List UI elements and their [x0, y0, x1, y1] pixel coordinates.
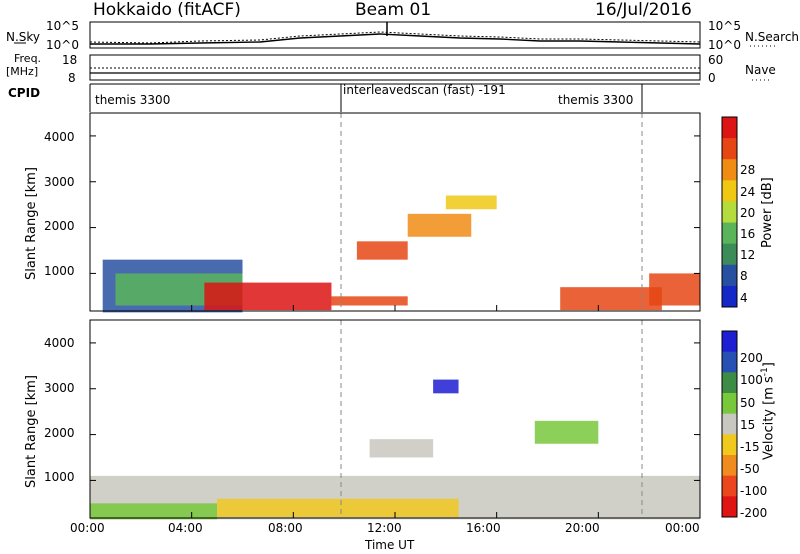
velocity-panel [89, 319, 701, 520]
data-region [534, 420, 599, 444]
freq-tick-top: 18 [62, 53, 78, 67]
noise-left-tick-top: 10^5 [46, 19, 79, 33]
colorbar-swatch [722, 351, 737, 373]
colorbar-swatch [722, 393, 737, 415]
nsearch-label: N.Search [745, 30, 800, 44]
cpid-bar [89, 83, 700, 112]
nsky-label: N.Sky [6, 30, 41, 44]
nave-tick-bottom: 0 [708, 71, 716, 85]
xtick: 00:00 [70, 521, 105, 535]
data-region [204, 282, 332, 311]
nave-tick-top: 60 [708, 53, 724, 67]
power-cbar-tick: 28 [740, 163, 756, 177]
power-colorbar [721, 116, 738, 308]
xtick: 20:00 [565, 521, 600, 535]
colorbar-swatch [722, 117, 737, 139]
cpid-label: CPID [8, 86, 41, 100]
velocity-ytick: 2000 [44, 426, 75, 440]
noise-search-trace [89, 31, 701, 44]
nave-label: Nave [745, 63, 776, 77]
velocity-ytick: 3000 [44, 381, 75, 395]
velocity-ytick: 1000 [44, 470, 75, 484]
velocity-colorbar [721, 330, 738, 518]
data-region [217, 498, 459, 518]
freq-panel [89, 54, 770, 81]
colorbar-swatch [722, 331, 737, 353]
noise-sky-trace [90, 33, 701, 45]
xtick: 00:00 [665, 521, 700, 535]
station-title: Hokkaido (fitACF) [93, 0, 241, 20]
data-region [90, 503, 218, 520]
velocity-cbar-tick: 50 [740, 396, 756, 410]
data-region [445, 195, 497, 210]
colorbar-swatch [722, 434, 737, 456]
colorbar-swatch [722, 455, 737, 477]
velocity-ytick: 4000 [44, 336, 75, 350]
xtick: 12:00 [367, 521, 402, 535]
xtick: 08:00 [268, 521, 303, 535]
power-cbar-tick: 24 [740, 185, 756, 199]
velocity-cbar-tick: -50 [740, 462, 760, 476]
velocity-cbar-tick: -200 [740, 506, 768, 520]
colorbar-swatch [722, 264, 737, 287]
data-region [356, 241, 408, 260]
date-title: 16/Jul/2016 [595, 0, 692, 20]
xtick: 04:00 [168, 521, 203, 535]
power-cbar-tick: 12 [740, 248, 756, 262]
xtick: 16:00 [466, 521, 501, 535]
freq-tick-bottom: 8 [68, 71, 76, 85]
power-ytick: 1000 [44, 264, 75, 278]
cpid-segment-3: themis 3300 [558, 93, 634, 107]
colorbar-frame [721, 330, 738, 518]
noise-right-tick-top: 10^5 [708, 19, 741, 33]
power-ytick: 3000 [44, 175, 75, 189]
velocity-cbar-tick: -100 [740, 484, 768, 498]
power-cbar-tick: 16 [740, 227, 756, 241]
colorbar-swatch [722, 159, 737, 181]
velocity-cbar-tick: 200 [740, 351, 763, 365]
beam-title: Beam 01 [355, 0, 432, 20]
data-region [560, 287, 662, 311]
noise-panel [14, 21, 778, 49]
colorbar-swatch [722, 243, 737, 266]
x-axis-label: Time UT [365, 538, 415, 552]
data-region [331, 296, 408, 306]
colorbar-swatch [722, 372, 737, 394]
colorbar-swatch [722, 413, 737, 435]
data-region [649, 273, 700, 306]
colorbar-swatch [722, 201, 737, 224]
velocity-cbar-tick: 15 [740, 418, 756, 432]
power-ytick: 2000 [44, 219, 75, 233]
power-ytick: 4000 [44, 130, 75, 144]
data-region [433, 379, 459, 394]
cpid-segment-2: interleavedscan (fast) -191 [343, 83, 506, 97]
colorbar-swatch [722, 180, 737, 202]
velocity-cbar-tick: 100 [740, 373, 763, 387]
colorbar-swatch [722, 138, 737, 160]
cpid-segment-1: themis 3300 [95, 93, 171, 107]
noise-right-tick-bottom: 10^0 [708, 38, 741, 52]
colorbar-swatch [722, 222, 737, 245]
data-region [369, 439, 434, 458]
colorbar-swatch [722, 496, 737, 518]
power-panel [89, 112, 701, 313]
colorbar-swatch [722, 285, 737, 308]
velocity-cbar-tick: -15 [740, 440, 760, 454]
data-region [407, 213, 472, 237]
freq-label-top: Freq. [14, 52, 42, 65]
noise-left-tick-bottom: 10^0 [46, 38, 79, 52]
power-cbar-tick: 20 [740, 206, 756, 220]
power-cbar-tick: 8 [740, 269, 748, 283]
freq-label-bottom: [MHz] [6, 65, 39, 78]
power-cbar-tick: 4 [740, 291, 748, 305]
colorbar-swatch [722, 475, 737, 497]
colorbar-frame [721, 116, 738, 308]
